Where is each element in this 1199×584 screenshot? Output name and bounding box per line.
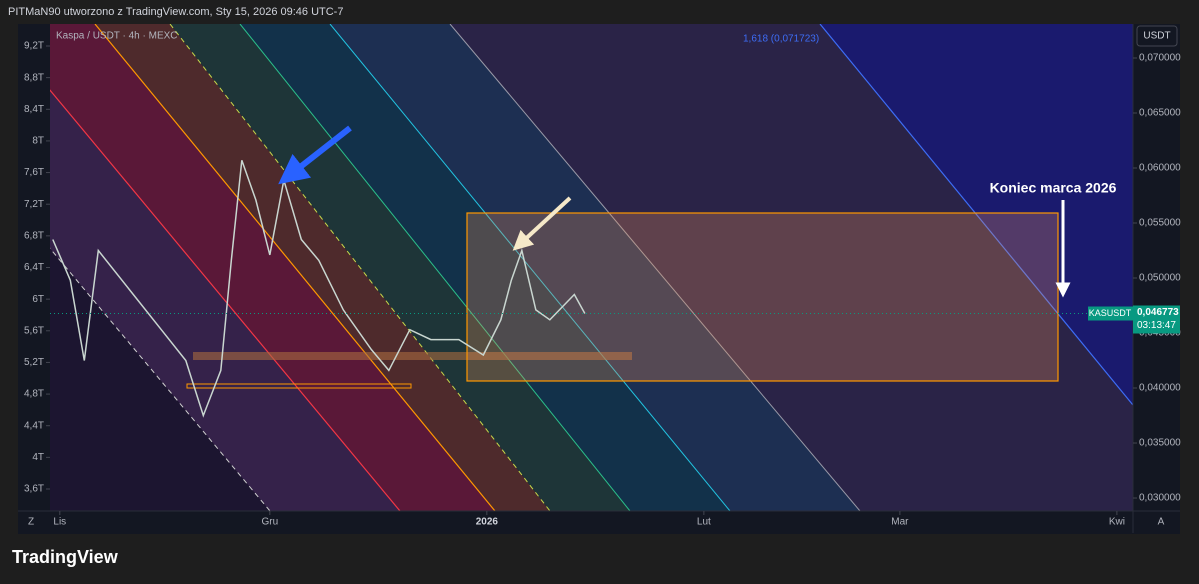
- x-tick-label: Lis: [53, 517, 66, 528]
- price-line: [52, 160, 586, 418]
- price-tag-value: 0,046773: [1137, 307, 1179, 318]
- y2-tick-label: 6T: [32, 294, 44, 305]
- y-tick-label: 0,060000: [1139, 163, 1181, 174]
- x-tick-label: Mar: [891, 517, 909, 528]
- price-tag-bg: [1088, 306, 1133, 321]
- y2-tick-label: 5,6T: [24, 325, 44, 336]
- fib-channel: [50, 24, 1133, 511]
- x-tick-label: Lut: [697, 517, 711, 528]
- y2-tick-label: 5,2T: [24, 357, 44, 368]
- x-tick-label: 2026: [476, 517, 499, 528]
- y-tick-label: 0,065000: [1139, 108, 1181, 119]
- arrow: [278, 125, 352, 185]
- y2-tick-label: 6,8T: [24, 230, 44, 241]
- y-tick-label: 0,070000: [1139, 53, 1181, 64]
- header: PITMaN90 utworzono z TradingView.com, St…: [8, 6, 343, 18]
- axis-corner[interactable]: A: [1158, 517, 1165, 528]
- y2-tick-label: 3,6T: [24, 484, 44, 495]
- countdown: 03:13:47: [1137, 320, 1176, 331]
- annotation: Koniec marca 2026: [990, 180, 1117, 196]
- currency-button[interactable]: [1136, 25, 1178, 47]
- y-tick-label: 0,040000: [1139, 383, 1181, 394]
- axis-corner[interactable]: Z: [28, 517, 34, 528]
- x-tick-label: Kwi: [1109, 517, 1125, 528]
- y2-tick-label: 8,4T: [24, 104, 44, 115]
- y2-tick-label: 9,2T: [24, 41, 44, 52]
- y-tick-label: 0,035000: [1139, 438, 1181, 449]
- y-tick-label: 0,050000: [1139, 273, 1181, 284]
- symbol-legend: Kaspa / USDT · 4h · MEXC: [56, 31, 178, 42]
- y2-tick-label: 6,4T: [24, 262, 44, 273]
- y2-tick-label: 8T: [32, 136, 44, 147]
- y2-tick-label: 4,4T: [24, 420, 44, 431]
- y-tick-label: 0,030000: [1139, 493, 1181, 504]
- arrow: [512, 196, 572, 251]
- price-layer: [50, 160, 1133, 418]
- y2-tick-label: 7,2T: [24, 199, 44, 210]
- y-tick-label: 0,055000: [1139, 218, 1181, 229]
- fib-label: 1,618 (0,071723): [743, 34, 819, 45]
- y2-tick-label: 4,8T: [24, 389, 44, 400]
- y2-tick-label: 4T: [32, 452, 44, 463]
- price-tag-bg: [1133, 305, 1180, 334]
- y2-tick-label: 8,8T: [24, 72, 44, 83]
- y2-tick-label: 7,6T: [24, 167, 44, 178]
- x-tick-label: Gru: [261, 517, 278, 528]
- currency[interactable]: USDT: [1143, 31, 1170, 42]
- price-tag-symbol: KASUSDT: [1089, 308, 1132, 318]
- footer-logo: TradingView: [12, 547, 119, 567]
